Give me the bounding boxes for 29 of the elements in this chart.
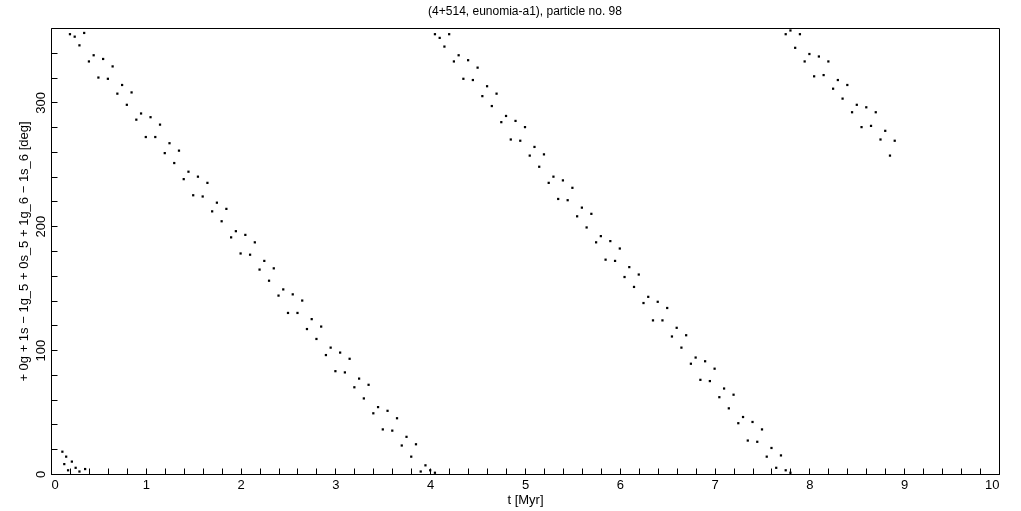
point: [841, 97, 844, 100]
y-tick-label: 100: [32, 339, 48, 362]
x-tick-label: 1: [142, 476, 150, 492]
x-tick-label: 5: [521, 476, 530, 492]
chart-title: (4+514, eunomia-a1), particle no. 98: [428, 4, 623, 18]
y-tick-label: 200: [32, 215, 48, 238]
point: [879, 138, 882, 141]
x-tick-label: 0: [51, 476, 59, 492]
point: [808, 52, 811, 56]
y-tick-label: 300: [32, 91, 48, 114]
point: [803, 60, 806, 63]
point: [860, 125, 863, 129]
x-tick-label: 2: [237, 476, 245, 492]
x-tick-label: 6: [616, 476, 624, 492]
x-tick-label: 10: [985, 476, 1000, 492]
x-axis-title: t [Myr]: [507, 491, 544, 507]
x-tick-label: 9: [901, 476, 909, 492]
point: [888, 154, 892, 157]
x-tick-label: 4: [427, 476, 435, 492]
point: [827, 60, 830, 63]
x-tick-label: 8: [806, 476, 814, 492]
y-axis-title: + 0g + 1s − 1g_5 + 0s_5 + 1g_6 − 1s_6 [deg]: [15, 121, 31, 382]
point: [789, 29, 792, 32]
x-tick-label: 3: [332, 476, 340, 492]
point: [70, 460, 73, 463]
point: [817, 55, 820, 58]
point: [78, 470, 81, 473]
x-tick-label: 7: [711, 476, 719, 492]
y-tick-label: 0: [32, 470, 48, 479]
